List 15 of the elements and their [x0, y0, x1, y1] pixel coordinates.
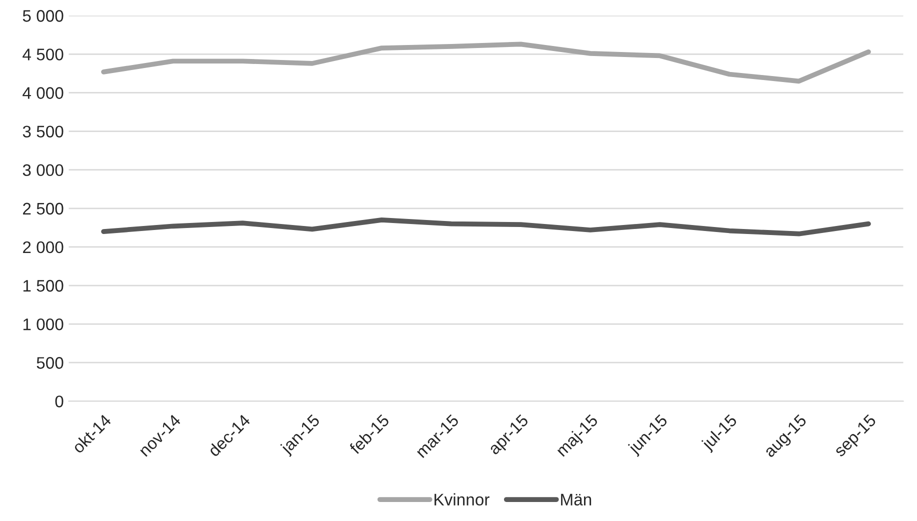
line-series [101, 218, 871, 236]
y-tick-label: 3 500 [22, 126, 64, 138]
y-tick-label: 2 500 [23, 202, 64, 215]
y-tick-label: 5 000 [22, 10, 64, 22]
legend-label: Män [561, 494, 592, 506]
y-tick-label: 1 500 [23, 280, 64, 292]
y-tick-label: 4 500 [22, 48, 64, 60]
y-tick-label: 500 [36, 357, 64, 369]
y-tick-label: 2 000 [23, 241, 64, 254]
y-tick-label: 0 [55, 396, 64, 408]
legend-label: Kvinnor [434, 493, 490, 506]
y-tick-label: 4 000 [22, 87, 64, 99]
y-tick-label: 3 000 [22, 164, 64, 176]
y-tick-label: 1 000 [23, 318, 64, 330]
line-series [101, 42, 871, 84]
